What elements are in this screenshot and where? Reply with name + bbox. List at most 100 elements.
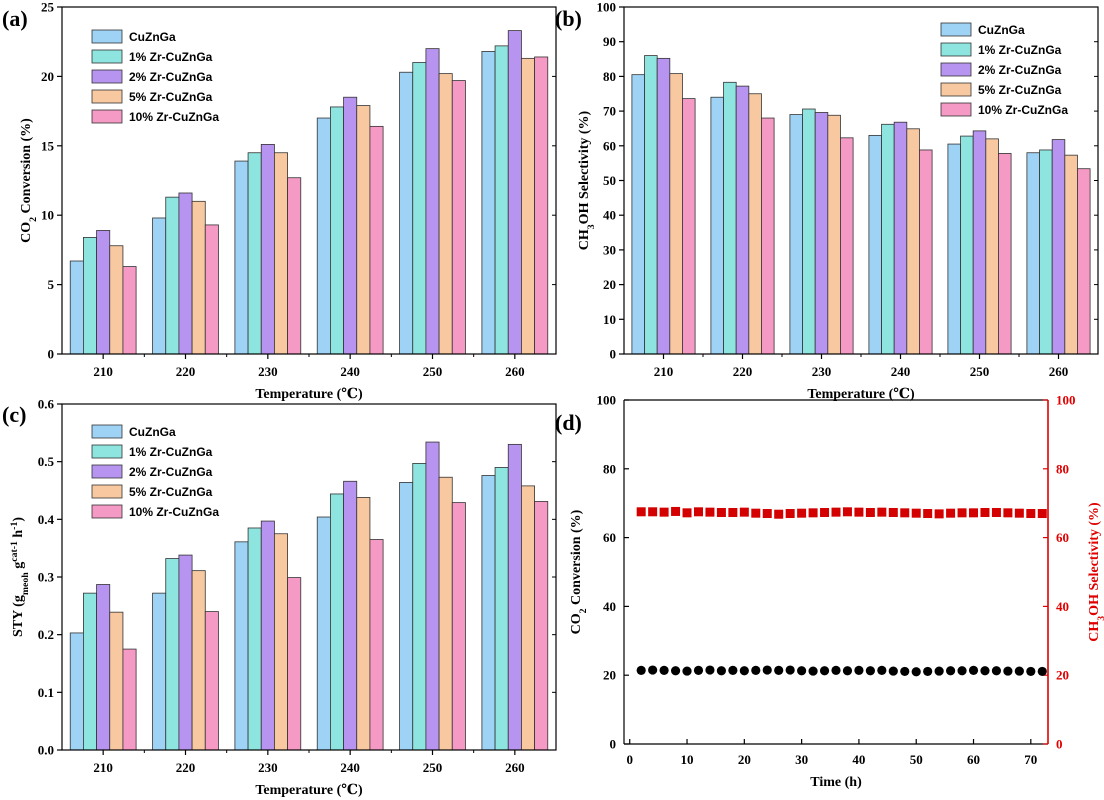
conversion-point [797, 666, 807, 676]
y2-axis-label: CH3OH Selectivity (%) [1087, 502, 1104, 642]
conversion-point [854, 665, 864, 675]
legend-swatch [91, 504, 123, 519]
x-axis-label: Time (h) [810, 775, 862, 790]
y-tick-label: 25 [41, 0, 55, 15]
y-tick-label: 70 [603, 104, 616, 119]
bar-2-zr-cuznga-230 [260, 144, 275, 355]
bar-10-zr-cuznga-230 [840, 137, 854, 355]
legend-swatch [91, 464, 123, 479]
bar-cuznga-230 [789, 114, 803, 355]
bar-cuznga-230 [234, 541, 249, 751]
selectivity-point [888, 507, 898, 517]
bar-2-zr-cuznga-240 [893, 121, 908, 355]
conversion-point [991, 666, 1002, 676]
x-tick-label: 0 [626, 752, 633, 767]
x-tick-label: 240 [891, 364, 911, 379]
conversion-point [659, 665, 669, 675]
legend-entry: CuZnGa [129, 425, 176, 439]
legend-entry: 5% Zr-CuZnGa [129, 90, 213, 104]
conversion-point [808, 666, 818, 676]
bar-2-zr-cuznga-220 [735, 85, 750, 355]
bar-1-zr-cuznga-260 [1039, 149, 1053, 355]
conversion-point [728, 665, 738, 675]
y-tick-label: 10 [41, 208, 54, 223]
selectivity-point [923, 509, 933, 519]
selectivity-point [946, 508, 956, 518]
bar-cuznga-220 [152, 217, 167, 355]
conversion-point [980, 666, 990, 676]
selectivity-point [648, 507, 658, 517]
y-tick-label: 5 [48, 277, 55, 292]
y-axis-label: CO2 Conversion (%) [569, 509, 589, 634]
x-tick-label: 260 [505, 760, 525, 775]
bar-cuznga-260 [481, 475, 496, 751]
y-tick-label: 0.0 [38, 743, 54, 758]
legend-entry: 5% Zr-CuZnGa [978, 83, 1062, 97]
selectivity-point [865, 507, 875, 517]
legend-swatch [91, 49, 123, 64]
y2-tick-label: 0 [1056, 737, 1063, 752]
selectivity-point [693, 507, 703, 517]
x-tick-label: 230 [258, 760, 278, 775]
y2-tick-label: 20 [1056, 668, 1069, 683]
legend-swatch [940, 42, 972, 57]
x-tick-label: 240 [340, 364, 360, 379]
bar-cuznga-210 [69, 632, 84, 751]
selectivity-point [934, 509, 944, 519]
conversion-point [693, 665, 704, 675]
y-tick-label: 20 [41, 69, 54, 84]
x-tick-label: 260 [505, 364, 525, 379]
bar-10-zr-cuznga-250 [998, 153, 1012, 355]
bar-1-zr-cuznga-230 [247, 152, 262, 355]
bar-2-zr-cuznga-250 [972, 130, 987, 355]
conversion-point [877, 665, 887, 675]
y-tick-label: 0.1 [38, 685, 54, 700]
y-tick-label: 90 [603, 34, 616, 49]
selectivity-point [1014, 508, 1024, 518]
legend-swatch [91, 69, 123, 84]
y-tick-label: 100 [597, 0, 617, 15]
selectivity-point [1003, 508, 1013, 518]
bar-5-zr-cuznga-240 [356, 105, 371, 355]
bar-5-zr-cuznga-220 [191, 200, 206, 355]
selectivity-point [1026, 509, 1036, 519]
bar-cuznga-240 [316, 117, 331, 355]
x-tick-label: 220 [733, 364, 753, 379]
legend-entry: 2% Zr-CuZnGa [129, 465, 213, 479]
selectivity-point [682, 508, 692, 518]
x-tick-label: 30 [795, 752, 808, 767]
y-axis-label: STY (gmeoh gcat-1 h-1) [9, 517, 31, 637]
selectivity-point [659, 507, 669, 517]
bar-10-zr-cuznga-220 [204, 224, 219, 355]
bar-cuznga-210 [69, 260, 84, 355]
selectivity-point [636, 507, 646, 517]
selectivity-point [991, 507, 1001, 517]
selectivity-point [739, 507, 749, 517]
conversion-point [911, 667, 921, 677]
bar-5-zr-cuznga-230 [274, 152, 288, 355]
bar-5-zr-cuznga-250 [438, 73, 453, 355]
bar-5-zr-cuznga-240 [356, 497, 371, 751]
conversion-point [774, 665, 784, 675]
conversion-point [945, 666, 956, 676]
y-tick-label: 0.2 [38, 627, 54, 642]
y-tick-label: 30 [603, 242, 616, 257]
bar-2-zr-cuznga-240 [343, 96, 358, 355]
conversion-point [1026, 666, 1036, 677]
selectivity-point [854, 507, 864, 517]
bar-2-zr-cuznga-250 [425, 441, 440, 751]
y-tick-label: 80 [603, 461, 616, 476]
y-tick-label: 20 [603, 668, 616, 683]
bar-5-zr-cuznga-260 [1064, 154, 1078, 355]
legend-entry: 10% Zr-CuZnGa [129, 505, 219, 519]
selectivity-point [774, 509, 784, 519]
bar-cuznga-220 [710, 96, 724, 355]
x-tick-label: 70 [1024, 752, 1037, 767]
conversion-point [900, 666, 910, 677]
conversion-point [716, 666, 727, 676]
panel-label: (c) [2, 402, 26, 427]
x-axis-label: Temperature (℃) [255, 783, 363, 798]
panel-a-co2-conversion-bar-chart: 0 5 10 15 20 25 210 220 230 240 250 260 Temperature … [2, 0, 557, 402]
y2-tick-label: 100 [1056, 393, 1076, 408]
